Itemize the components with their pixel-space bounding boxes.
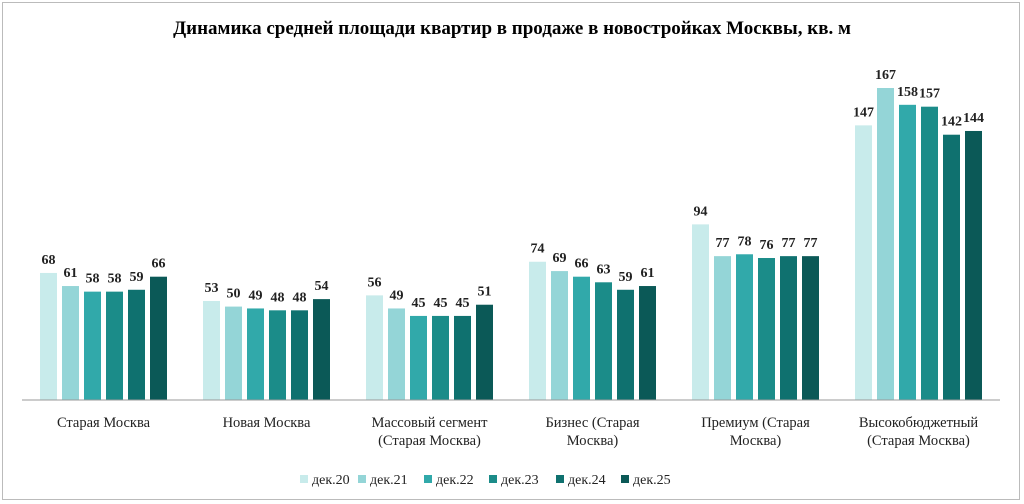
legend-label: дек.25 [633,473,671,488]
data-label: 94 [694,204,708,219]
data-label: 53 [205,281,219,296]
data-label: 61 [641,266,655,281]
data-label: 48 [293,290,307,305]
bar [432,315,449,400]
data-label: 157 [919,87,940,102]
bar [573,276,590,400]
bar [736,254,753,400]
bar [476,304,493,400]
category-label: Новая Москва [223,415,311,431]
bar [313,299,330,400]
bar [529,261,546,400]
bar [84,291,101,400]
legend-swatch [358,475,366,483]
legend-label: дек.24 [568,473,606,488]
data-label: 68 [42,253,56,268]
data-label: 63 [597,262,611,277]
data-label: 54 [315,279,329,294]
category-label: Старая Москва [57,415,151,431]
legend-swatch [300,475,308,483]
bar [943,134,960,400]
data-label: 69 [553,251,567,266]
legend-swatch [556,475,564,483]
bar [203,300,220,400]
bar [714,256,731,400]
legend-swatch [621,475,629,483]
bar [551,271,568,400]
data-label: 51 [478,285,492,300]
data-label: 147 [853,105,874,120]
legend-label: дек.20 [312,473,350,488]
bar [291,310,308,400]
bar [921,106,938,401]
legend-swatch [489,475,497,483]
data-label: 158 [897,85,918,100]
bar [780,256,797,400]
data-label: 77 [782,236,796,251]
bar [639,286,656,400]
bar [692,224,709,400]
data-label: 66 [152,257,166,272]
data-label: 77 [804,236,818,251]
bar [758,258,775,400]
bar [410,315,427,400]
data-label: 45 [434,296,448,311]
bar [617,289,634,400]
category-label: Премиум (Старая [701,415,810,431]
legend-label: дек.22 [436,473,474,488]
bar [247,308,264,400]
data-label: 49 [249,288,263,303]
data-label: 144 [963,111,984,126]
data-label: 78 [738,234,752,249]
legend-label: дек.23 [501,473,539,488]
bar [899,104,916,401]
data-label: 76 [760,238,774,253]
data-label: 58 [108,272,122,287]
data-label: 66 [575,257,589,272]
data-label: 59 [619,270,633,285]
bar [106,291,123,400]
data-label: 49 [390,288,404,303]
data-label: 48 [271,290,285,305]
data-label: 77 [716,236,730,251]
bar [454,315,471,400]
category-label: Москва) [567,433,619,449]
data-label: 167 [875,68,896,83]
data-label: 45 [456,296,470,311]
data-label: 61 [64,266,78,281]
bar [269,310,286,400]
data-label: 50 [227,287,241,302]
data-label: 142 [941,115,962,130]
category-label: Высокобюджетный [859,415,979,431]
data-label: 45 [412,296,426,311]
bar [150,276,167,400]
bar [595,282,612,400]
category-label: Москва) [730,433,782,449]
bar [40,272,57,400]
data-label: 74 [531,242,545,257]
bar [877,88,894,400]
bar [965,130,982,400]
category-label: (Старая Москва) [378,433,481,449]
data-label: 58 [86,272,100,287]
legend-swatch [424,475,432,483]
bar [62,286,79,400]
bar [388,308,405,400]
legend-label: дек.21 [370,473,408,488]
bar [855,125,872,401]
chart-title: Динамика средней площади квартир в прода… [173,18,851,39]
category-label: (Старая Москва) [867,433,970,449]
category-label: Массовый сегмент [372,415,489,431]
bar [802,256,819,400]
bar [225,306,242,400]
data-label: 56 [368,275,382,290]
bar [366,295,383,400]
bar [128,289,145,400]
category-label: Бизнес (Старая [545,415,639,431]
data-label: 59 [130,270,144,285]
